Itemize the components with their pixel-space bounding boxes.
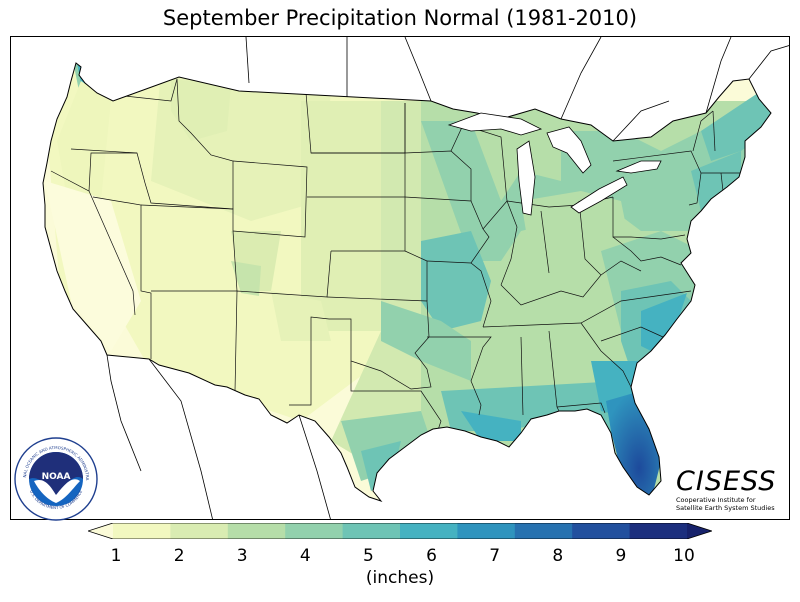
colorbar-segment (629, 523, 688, 539)
great-lakes (447, 112, 662, 216)
cisess-name: CISESS (676, 466, 777, 497)
colorbar-tick-label: 9 (615, 546, 627, 566)
cisess-subtitle-1: Cooperative Institute for (676, 496, 756, 504)
colorbar-tick-label: 7 (489, 546, 501, 566)
colorbar-segment (572, 523, 631, 539)
colorbar-tick-label: 3 (236, 546, 248, 566)
colorbar-tick-label: 8 (552, 546, 564, 566)
colorbar-segment (400, 523, 458, 539)
colorbar (88, 523, 712, 539)
colorbar-tick-label: 5 (363, 546, 374, 566)
colorbar-tick-label: 2 (173, 546, 185, 566)
colorbar-tick-label: 1 (110, 546, 122, 566)
noaa-seal-icon: NOAA NATIONAL OCEANIC AND ATMOSPHERIC AD… (12, 433, 98, 521)
noaa-acronym: NOAA (42, 472, 71, 482)
colorbar-segment (457, 523, 516, 539)
colorbar-segment (342, 523, 401, 539)
colorbar-under-arrow (88, 523, 113, 539)
colorbar-tick-label: 10 (673, 546, 695, 566)
map-title: September Precipitation Normal (1981-201… (162, 6, 638, 30)
colorbar-segment (170, 523, 229, 539)
colorbar-tick-label: 4 (299, 546, 311, 566)
colorbar-segment (113, 523, 171, 539)
colorbar-units-label: (inches) (365, 568, 435, 588)
cisess-logo: CISESS Cooperative Institute for Satelli… (676, 468, 788, 518)
colorbar-segment (227, 523, 286, 539)
colorbar-segment (514, 523, 573, 539)
colorbar-segment (285, 523, 344, 539)
country-borders (106, 37, 789, 519)
noaa-logo: NOAA NATIONAL OCEANIC AND ATMOSPHERIC AD… (12, 433, 98, 521)
precipitation-map (10, 36, 790, 520)
cisess-subtitle-2: Satellite Earth System Studies (676, 503, 775, 512)
map-canvas (42, 37, 789, 519)
colorbar-tick-label: 6 (426, 546, 437, 566)
colorbar-over-arrow (687, 523, 712, 539)
